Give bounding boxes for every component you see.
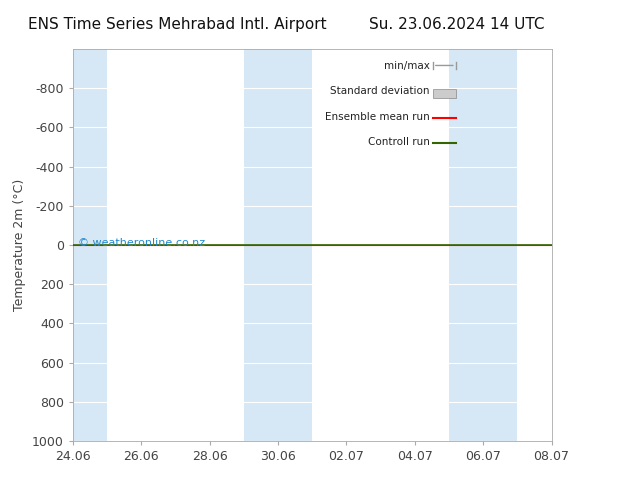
- Text: Ensemble mean run: Ensemble mean run: [325, 112, 429, 122]
- Bar: [449, 49, 517, 441]
- Text: Su. 23.06.2024 14 UTC: Su. 23.06.2024 14 UTC: [369, 17, 544, 32]
- Text: © weatheronline.co.nz: © weatheronline.co.nz: [78, 238, 205, 248]
- FancyBboxPatch shape: [433, 89, 456, 98]
- Text: ENS Time Series Mehrabad Intl. Airport: ENS Time Series Mehrabad Intl. Airport: [28, 17, 327, 32]
- Text: Standard deviation: Standard deviation: [330, 86, 429, 96]
- Text: min/max: min/max: [384, 61, 429, 71]
- Bar: [73, 49, 107, 441]
- Text: Controll run: Controll run: [368, 137, 429, 147]
- Bar: [244, 49, 312, 441]
- Y-axis label: Temperature 2m (°C): Temperature 2m (°C): [13, 179, 27, 311]
